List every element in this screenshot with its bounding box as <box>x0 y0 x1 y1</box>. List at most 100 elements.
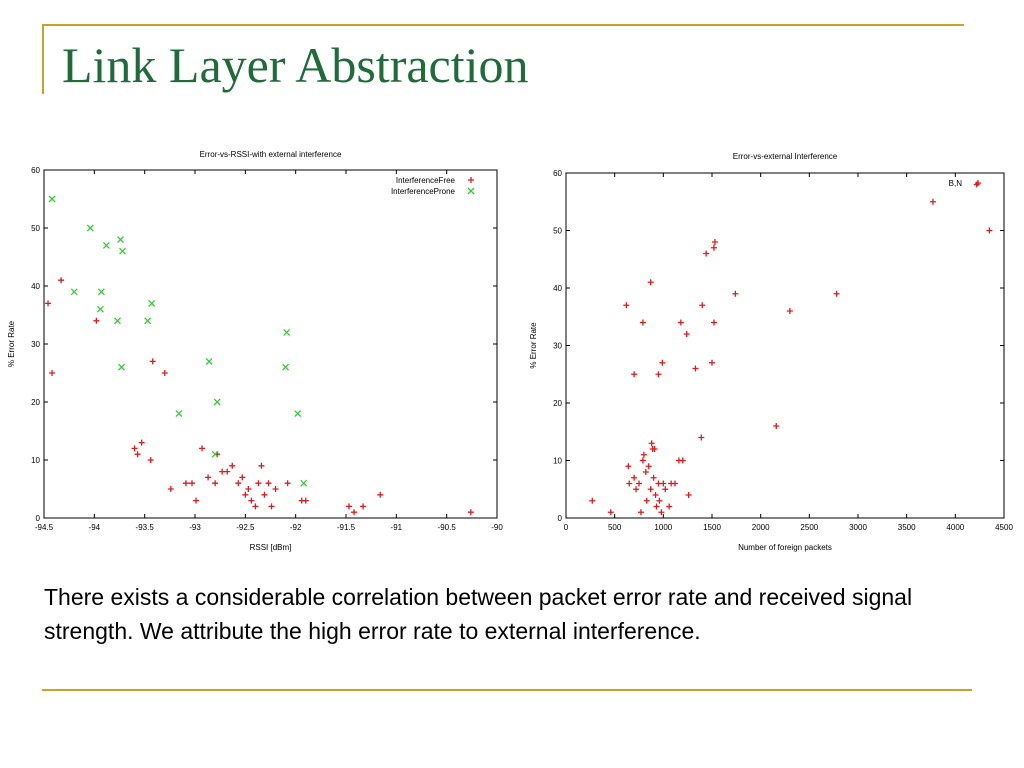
data-point <box>625 463 632 470</box>
data-point <box>272 486 279 492</box>
data-point <box>45 300 52 307</box>
x-tick-label: 2500 <box>800 523 818 532</box>
x-tick-label: 1000 <box>654 523 672 532</box>
data-point <box>300 479 308 487</box>
data-point <box>623 302 630 309</box>
data-point <box>833 290 840 297</box>
data-point <box>662 486 669 493</box>
data-point <box>188 480 195 487</box>
data-point <box>239 474 246 481</box>
data-point <box>655 371 662 378</box>
slide-title: Link Layer Abstraction <box>62 37 529 93</box>
data-point <box>647 486 654 493</box>
data-point <box>709 359 715 366</box>
y-tick-label: 20 <box>31 398 40 407</box>
x-tick-label: 4500 <box>995 523 1013 532</box>
data-point <box>685 492 692 498</box>
data-point <box>149 358 156 365</box>
data-point <box>284 480 291 487</box>
legend-marker <box>467 187 475 195</box>
x-tick-label: -91.5 <box>337 523 356 532</box>
title-accent-vertical-rule <box>42 24 44 94</box>
data-point <box>193 497 200 504</box>
x-tick-label: 500 <box>608 523 622 532</box>
data-point <box>252 503 259 510</box>
x-tick-label: -93.5 <box>136 523 155 532</box>
data-point <box>70 288 78 296</box>
x-tick-label: 2000 <box>752 523 770 532</box>
legend-label: InterferenceProne <box>391 187 456 196</box>
y-tick-label: 60 <box>553 169 562 178</box>
y-tick-label: 10 <box>31 456 40 465</box>
x-tick-label: -92 <box>290 523 302 532</box>
data-point <box>255 480 262 487</box>
data-point <box>467 509 474 516</box>
data-point <box>645 463 652 470</box>
x-tick-label: 1500 <box>703 523 721 532</box>
data-point <box>161 370 168 376</box>
data-point <box>929 198 936 205</box>
data-point <box>631 474 638 481</box>
data-point <box>699 302 706 309</box>
data-point <box>973 181 980 188</box>
data-point <box>93 317 100 324</box>
legend-label: InterferenceFree <box>396 176 456 185</box>
data-point <box>631 371 638 378</box>
data-point <box>589 497 596 504</box>
data-point <box>118 363 125 371</box>
data-point <box>265 480 272 487</box>
x-axis-label: Number of foreign packets <box>738 543 832 552</box>
data-point <box>268 503 275 510</box>
data-point <box>360 503 367 510</box>
data-point <box>650 474 657 481</box>
data-point <box>346 503 353 510</box>
data-point <box>639 319 646 326</box>
data-point <box>258 462 265 469</box>
y-tick-label: 0 <box>558 514 563 523</box>
data-point <box>660 480 667 487</box>
data-point <box>652 492 659 498</box>
data-point <box>658 509 665 516</box>
data-point <box>235 480 242 487</box>
data-point <box>229 462 236 469</box>
y-tick-label: 50 <box>31 224 40 233</box>
y-tick-label: 10 <box>553 457 562 466</box>
data-point <box>175 410 183 418</box>
data-point <box>377 491 384 498</box>
data-point <box>134 451 141 458</box>
y-tick-label: 30 <box>553 342 562 351</box>
data-point <box>48 195 56 203</box>
data-point <box>710 319 717 326</box>
data-point <box>199 445 206 452</box>
y-axis-label: % Error Rate <box>529 322 538 369</box>
data-point <box>245 486 252 492</box>
title-accent-horizontal-rule <box>42 24 964 26</box>
data-point <box>773 423 780 429</box>
x-tick-label: -93 <box>189 523 201 532</box>
slide-body-text: There exists a considerable correlation … <box>44 584 913 644</box>
data-point <box>219 468 226 475</box>
data-point <box>131 445 138 452</box>
data-point <box>147 457 154 463</box>
data-point <box>114 317 121 325</box>
chart-title: Error-vs-RSSI-with external interference <box>200 150 342 159</box>
data-point <box>58 277 65 284</box>
data-point <box>212 480 219 487</box>
data-point <box>683 331 690 337</box>
data-point <box>148 299 156 307</box>
x-tick-label: -94.5 <box>35 523 54 532</box>
legend-label: B,N <box>949 179 963 188</box>
data-point <box>647 279 654 286</box>
data-point <box>710 244 717 251</box>
data-point <box>242 491 249 498</box>
data-point <box>653 503 660 510</box>
legend-marker <box>468 177 474 183</box>
x-tick-label: 3000 <box>849 523 867 532</box>
y-tick-label: 30 <box>31 340 40 349</box>
data-point <box>679 457 686 464</box>
x-tick-label: -94 <box>89 523 101 532</box>
data-point <box>302 497 309 504</box>
data-point <box>261 491 268 498</box>
data-point <box>117 236 124 244</box>
